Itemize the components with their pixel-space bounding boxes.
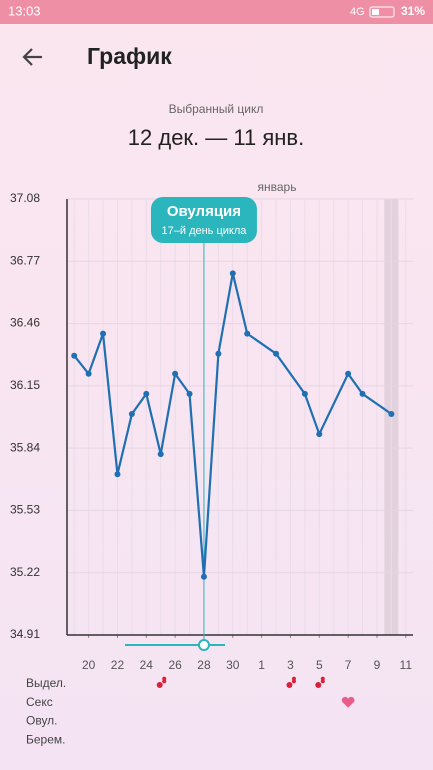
temperature-point — [114, 471, 121, 478]
temperature-point — [143, 390, 150, 397]
y-tick-label: 36.77 — [10, 253, 40, 267]
x-tick-label: 11 — [400, 658, 413, 672]
temperature-point — [244, 330, 251, 337]
x-tick-label: 26 — [168, 658, 182, 672]
temperature-point — [100, 330, 107, 337]
temperature-point — [359, 390, 366, 397]
ovulation-badge — [150, 197, 257, 243]
row-label: Выдел. — [26, 676, 66, 690]
temperature-point — [172, 370, 179, 377]
status-battery: 31% — [401, 4, 425, 18]
y-tick-label: 35.53 — [10, 503, 40, 517]
x-tick-label: 30 — [226, 658, 240, 672]
temperature-point — [316, 431, 323, 438]
discharge-icon — [286, 676, 296, 688]
x-tick-label: 1 — [258, 658, 265, 672]
x-tick-label: 5 — [316, 658, 323, 672]
page-title: График — [87, 43, 172, 69]
y-tick-label: 34.91 — [10, 627, 40, 641]
x-tick-label: 3 — [287, 658, 294, 672]
row-label: Овул. — [26, 714, 58, 728]
slider-handle — [197, 639, 210, 651]
temperature-point — [71, 352, 78, 359]
y-tick-label: 36.46 — [10, 316, 40, 330]
row-label: Секс — [26, 695, 53, 709]
temperature-point — [345, 370, 352, 377]
month-label: январь — [258, 180, 297, 194]
cycle-range: 12 дек. — 11 янв. — [128, 125, 304, 150]
heart-icon — [341, 696, 355, 708]
temperature-point — [128, 410, 135, 417]
ovulation-subtitle: 17–й день цикла — [162, 225, 248, 237]
x-tick-label: 9 — [374, 658, 381, 672]
back-button[interactable] — [22, 48, 42, 66]
x-tick-label: 24 — [140, 658, 154, 672]
y-tick-label: 35.84 — [10, 440, 40, 454]
temperature-point — [200, 573, 207, 580]
x-tick-label: 20 — [82, 658, 96, 672]
status-network: 4G — [350, 6, 365, 18]
temperature-point — [301, 390, 308, 397]
status-bar — [0, 0, 433, 24]
x-tick-label: 7 — [345, 658, 352, 672]
y-tick-label: 35.22 — [10, 565, 40, 579]
ovulation-title: Овуляция — [167, 203, 241, 220]
row-label: Берем. — [26, 732, 65, 746]
x-tick-label: 28 — [197, 658, 211, 672]
temperature-point — [388, 410, 395, 417]
discharge-icon — [156, 676, 167, 688]
y-tick-label: 36.15 — [10, 378, 40, 392]
battery-level — [372, 9, 379, 15]
x-tick-label: 22 — [111, 658, 125, 672]
temperature-point — [157, 451, 164, 458]
temperature-point — [186, 390, 193, 397]
temperature-point — [85, 370, 92, 377]
temperature-point — [273, 350, 280, 357]
discharge-icon — [315, 676, 325, 688]
temperature-point — [229, 270, 236, 277]
y-tick-label: 37.08 — [10, 191, 40, 205]
battery-icon — [369, 6, 395, 18]
temperature-point — [215, 350, 222, 357]
status-time: 13:03 — [8, 3, 41, 18]
cycle-caption: Выбранный цикл — [169, 102, 264, 116]
